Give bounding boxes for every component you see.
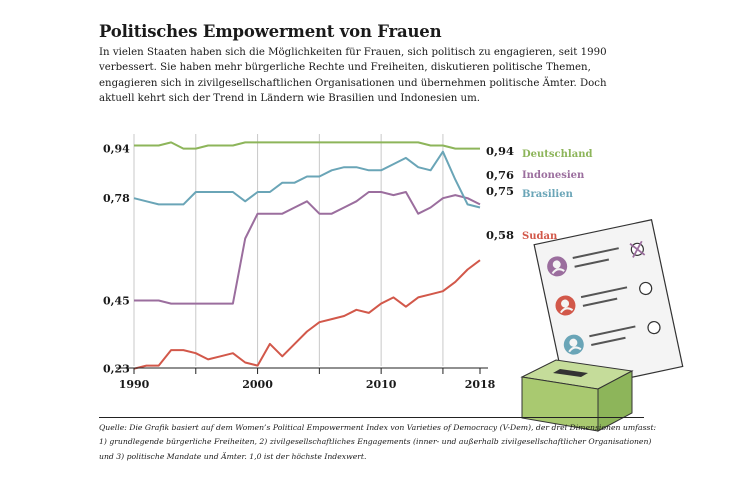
end-value-label: 0,94 <box>486 144 514 158</box>
cross-mark-icon <box>629 240 646 258</box>
x-tick-label: 2018 <box>465 378 496 391</box>
legend-label-deutschland: Deutschland <box>522 149 592 160</box>
end-value-label: 0,75 <box>486 184 514 198</box>
series-line-sudan <box>133 259 481 370</box>
start-value-label: 0,94 <box>103 143 130 156</box>
x-tick-label: 2000 <box>242 378 273 391</box>
chart-title: Politisches Empowerment von Frauen <box>99 22 442 41</box>
chart-subtitle: In vielen Staaten haben sich die Möglich… <box>99 47 607 104</box>
grid-lines <box>133 134 444 366</box>
start-value-label: 0,78 <box>103 192 130 205</box>
checkbox-empty <box>647 320 661 335</box>
start-value-label: 0,23 <box>103 363 130 376</box>
x-tick-label: 1990 <box>119 378 150 391</box>
footer-divider <box>99 417 644 418</box>
series-line-indonesien <box>134 191 481 305</box>
value-labels: 0,94 0,78 0,45 0,23 0,94 Deutschland 0,76 Indon… <box>103 143 592 376</box>
start-value-label: 0,45 <box>103 295 130 308</box>
source-note: Quelle: Die Grafik basiert auf dem Women… <box>99 423 657 461</box>
series-line-brasilien <box>133 150 481 209</box>
ballot-row-1 <box>547 240 646 277</box>
ballot-row-3 <box>563 320 661 355</box>
legend-label-brasilien: Brasilien <box>522 189 574 200</box>
ballot-illustration <box>520 219 684 432</box>
legend-label-indonesien: Indonesien <box>522 170 585 181</box>
legend-label-sudan: Sudan <box>522 231 558 242</box>
series-line-deutschland <box>134 141 480 150</box>
series-lines <box>133 141 481 370</box>
ballot-row-2 <box>555 281 653 316</box>
end-value-label: 0,58 <box>486 228 514 242</box>
end-value-label: 0,76 <box>486 168 514 182</box>
x-tick-label: 2010 <box>366 378 397 391</box>
x-axis: 1990 2000 2010 2018 <box>116 367 496 391</box>
ballot-box-slot <box>553 369 588 377</box>
ballot-paper <box>533 219 684 393</box>
checkbox-empty <box>639 281 653 296</box>
